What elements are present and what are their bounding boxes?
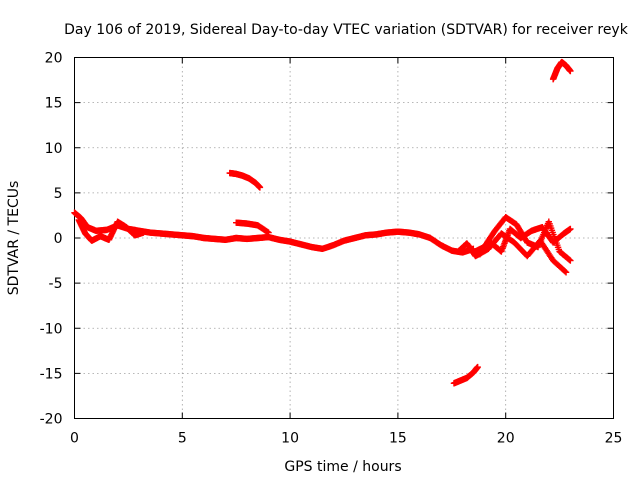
y-axis-title: SDTVAR / TECUs xyxy=(6,181,22,296)
data-point xyxy=(561,268,569,275)
data-point xyxy=(567,257,574,264)
axis-ticks xyxy=(74,57,614,419)
x-tick-label: 25 xyxy=(605,431,623,447)
series-high-arc xyxy=(226,169,264,191)
x-tick-labels: 0 5 10 15 20 25 xyxy=(70,431,622,447)
y-tick-label: -10 xyxy=(40,321,63,337)
series-main-band-c xyxy=(233,219,272,236)
y-tick-label: 20 xyxy=(45,51,63,67)
x-tick-label: 10 xyxy=(281,431,299,447)
x-tick-label: 20 xyxy=(497,431,515,447)
y-tick-label: 5 xyxy=(54,186,63,202)
series-top-arc xyxy=(549,58,574,83)
y-tick-label: 0 xyxy=(54,231,63,247)
series-main-band-b xyxy=(75,216,147,244)
data-marks xyxy=(71,58,574,387)
y-tick-label: -20 xyxy=(40,412,63,428)
chart-title: Day 106 of 2019, Sidereal Day-to-day VTE… xyxy=(64,22,629,38)
x-tick-label: 5 xyxy=(178,431,187,447)
data-point xyxy=(474,363,481,371)
data-point xyxy=(140,229,147,236)
y-tick-labels: 20 15 10 5 0 -5 -10 -15 -20 xyxy=(40,51,63,428)
data-point xyxy=(567,67,574,75)
y-tick-label: -5 xyxy=(49,276,63,292)
y-tick-label: -15 xyxy=(40,366,63,382)
y-tick-label: 10 xyxy=(45,141,63,157)
data-point xyxy=(256,184,264,191)
series-late-band-c xyxy=(455,230,570,276)
x-axis-title: GPS time / hours xyxy=(284,459,401,475)
x-tick-label: 0 xyxy=(70,431,79,447)
x-tick-label: 15 xyxy=(389,431,407,447)
data-point xyxy=(567,225,574,233)
y-tick-label: 15 xyxy=(45,96,63,112)
series-low-arc xyxy=(450,363,481,387)
data-point xyxy=(562,269,570,276)
data-point xyxy=(265,229,272,236)
